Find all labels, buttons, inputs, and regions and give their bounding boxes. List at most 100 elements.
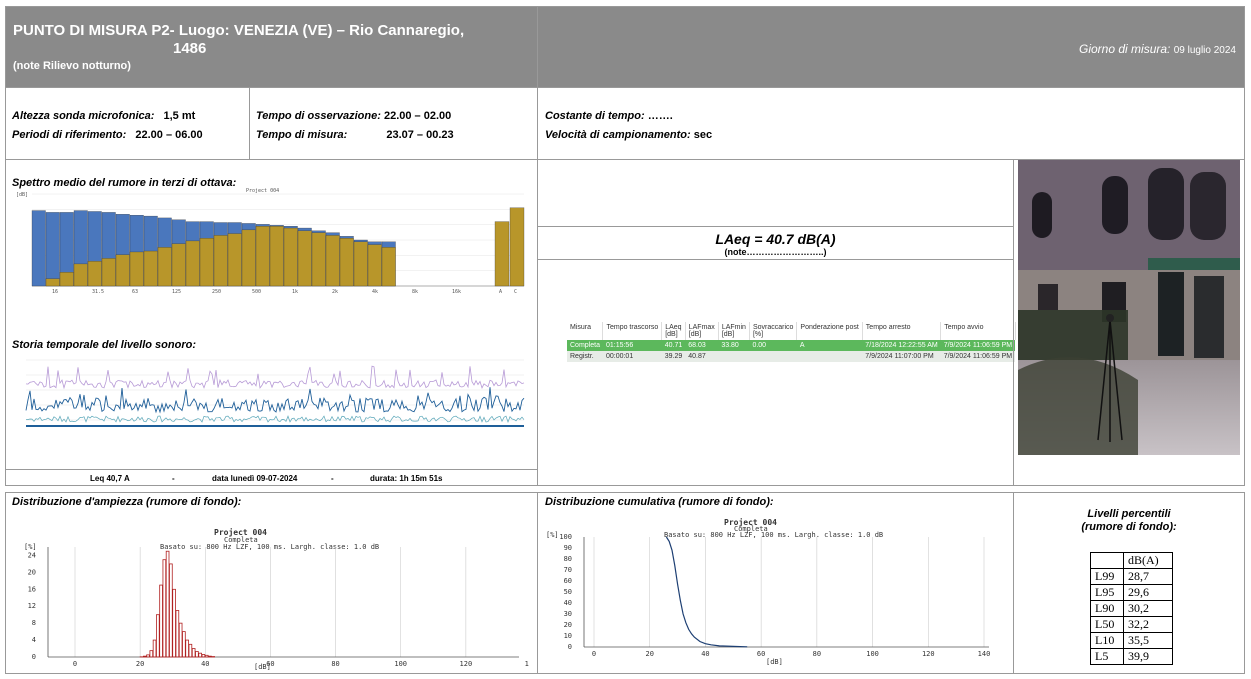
spectrum-bar — [213, 235, 228, 287]
periodi-value: 22.00 – 06.00 — [135, 129, 203, 141]
cell: 35,5 — [1123, 632, 1173, 649]
table-header-row: dB(A) — [1090, 552, 1173, 569]
spectrum-bar — [101, 258, 116, 287]
spectrum-xtick-label: 16 — [52, 289, 58, 295]
cumulativa-chart-basis: Basato su: 800 Hz LZF, 100 ms. Largh. cl… — [664, 531, 883, 539]
footer-leq: Leq 40,7 A — [90, 474, 130, 483]
laeq-panel: LAeq = 40.7 dB(A) (note……………………..) — [537, 226, 1014, 260]
cell: 0.00 — [749, 340, 797, 351]
spectrum-chart-header: Project 004 — [246, 188, 279, 194]
spectrum-bar — [255, 226, 270, 287]
cell: L99 — [1090, 568, 1124, 585]
ampiezza-bar — [169, 563, 173, 658]
spectrum-bar — [297, 230, 312, 287]
spectrum-xtick-label: 1k — [292, 289, 298, 295]
cell: 00:00:01 — [602, 351, 662, 362]
cell — [749, 351, 797, 362]
spectrum-xtick-label: 63 — [132, 289, 138, 295]
spectrum-bar — [59, 272, 74, 287]
history-title: Storia temporale del livello sonoro: — [12, 339, 196, 351]
cumulativa-xtick-label: 60 — [757, 650, 765, 658]
spectrum-bar — [45, 278, 60, 287]
cumulativa-line — [665, 536, 748, 648]
spectrum-bar-total — [509, 207, 525, 287]
spectrum-bar — [311, 232, 326, 287]
cumulativa-ytick-label: 60 — [564, 577, 572, 585]
cumulativa-xtick-label: 40 — [701, 650, 709, 658]
ampiezza-bar — [195, 651, 199, 658]
cumulativa-xtick-label: 20 — [645, 650, 653, 658]
cell: 33.80 — [718, 340, 750, 351]
ampiezza-ytick-label: 8 — [32, 619, 36, 627]
spectrum-bar — [73, 263, 88, 287]
info-box-2: Tempo di osservazione: 22.00 – 02.00 Tem… — [249, 87, 538, 160]
col-lafmax: LAFmax [dB] — [685, 322, 719, 340]
cumulativa-ytick-label: 80 — [564, 555, 572, 563]
history-min-line — [25, 415, 525, 424]
cell: L90 — [1090, 600, 1124, 617]
ampiezza-panel: Distribuzione d'ampiezza (rumore di fond… — [5, 492, 538, 674]
col-laeq: LAeq [dB] — [661, 322, 686, 340]
spectrum-bar — [185, 240, 200, 287]
cell: 28,7 — [1123, 568, 1173, 585]
spectrum-bar — [199, 238, 214, 287]
costante-value: ……. — [647, 110, 673, 122]
table-row: L50 32,2 — [1090, 616, 1173, 633]
spectrum-xtick-label: 8k — [412, 289, 418, 295]
cumulativa-ytick-label: 0 — [568, 643, 572, 651]
ampiezza-bar — [204, 654, 209, 658]
cell: 7/9/2024 11:06:59 PM — [940, 340, 1016, 351]
table-row[interactable]: Registr. 00:00:01 39.29 40.87 7/9/2024 1… — [567, 351, 1016, 362]
cumulativa-chart-title: Project 004 — [724, 517, 777, 527]
spectrum-bar — [157, 247, 172, 287]
laeq-note: (note……………………..) — [724, 247, 827, 257]
cell: 39.29 — [661, 351, 686, 362]
ampiezza-xtick-label: 80 — [331, 660, 339, 668]
header-right: Giorno di misura: 09 luglio 2024 — [537, 6, 1245, 88]
spectrum-xtick-label: C — [514, 289, 517, 295]
spectrum-yunit: [dB] — [16, 192, 28, 198]
ampiezza-ytick-label: 4 — [32, 636, 36, 644]
spectrum-xtick-label: 250 — [212, 289, 221, 295]
ampiezza-title: Distribuzione d'ampiezza (rumore di fond… — [12, 496, 242, 508]
cell: 30,2 — [1123, 600, 1173, 617]
spectrum-bar — [339, 238, 354, 287]
cell: 7/9/2024 11:06:59 PM — [940, 351, 1016, 362]
ampiezza-ytick-label: 12 — [28, 602, 36, 610]
cumulativa-chart-subtitle: Completa — [734, 525, 768, 533]
cell: 40.71 — [661, 340, 686, 351]
cumulativa-ytick-label: 70 — [564, 566, 572, 574]
ampiezza-bar — [156, 614, 160, 658]
cell: L50 — [1090, 616, 1124, 633]
cell: L95 — [1090, 584, 1124, 601]
spectrum-bar — [269, 226, 284, 287]
spectrum-xtick-label: 125 — [172, 289, 181, 295]
spectrum-xtick-label: 4k — [372, 289, 378, 295]
cumulativa-ytick-label: 30 — [564, 610, 572, 618]
osservazione-label: Tempo di osservazione: — [256, 110, 381, 122]
ampiezza-bar — [175, 610, 180, 658]
ampiezza-bar — [191, 648, 196, 658]
ampiezza-xtick-label: 0 — [73, 660, 77, 668]
table-row: L99 28,7 — [1090, 568, 1173, 585]
spectrum-chart: Project 004 [dB] 16 31.5 63 125 250 500 1k 2k 4k… — [16, 188, 525, 295]
col-ponderazione: Ponderazione post — [796, 322, 863, 340]
cell — [1090, 552, 1124, 569]
cumulativa-ytick-label: 20 — [564, 621, 572, 629]
cumulativa-ytick-label: 90 — [564, 544, 572, 552]
col-lafmin: LAFmin [dB] — [718, 322, 750, 340]
cumulativa-xtick-label: 100 — [866, 650, 879, 658]
table-row[interactable]: Completa 01:15:56 40.71 68.03 33.80 0.00… — [567, 340, 1016, 351]
table-row: L10 35,5 — [1090, 632, 1173, 649]
col-misura: Misura — [567, 322, 604, 340]
ampiezza-yunit: [%] — [24, 543, 37, 551]
spectrum-bar — [115, 254, 130, 287]
cumulativa-xtick-label: 140 — [978, 650, 991, 658]
ampiezza-bar — [182, 631, 186, 658]
cumulativa-xtick-label: 80 — [813, 650, 821, 658]
cell: 32,2 — [1123, 616, 1173, 633]
ampiezza-ytick-label: 24 — [28, 551, 36, 559]
ampiezza-bar — [188, 643, 193, 658]
velocita-label: Velocità di campionamento: — [545, 129, 691, 141]
footer-bar: Leq 40,7 A - data lunedì 09-07-2024 - du… — [6, 469, 537, 486]
